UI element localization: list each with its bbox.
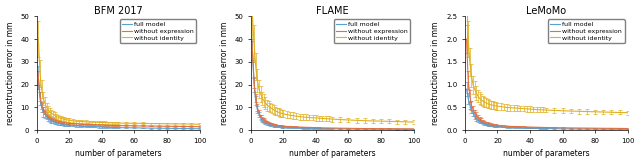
X-axis label: number of parameters: number of parameters (289, 149, 376, 158)
Legend: full model, without expression, without identity: full model, without expression, without … (548, 20, 625, 43)
Y-axis label: reconstruction error in mm: reconstruction error in mm (6, 22, 15, 125)
Y-axis label: reconstruction error in mm: reconstruction error in mm (220, 22, 228, 125)
Title: FLAME: FLAME (316, 6, 349, 16)
Title: BFM 2017: BFM 2017 (94, 6, 143, 16)
Legend: full model, without expression, without identity: full model, without expression, without … (334, 20, 410, 43)
Title: LeMoMo: LeMoMo (526, 6, 566, 16)
X-axis label: number of parameters: number of parameters (75, 149, 161, 158)
X-axis label: number of parameters: number of parameters (503, 149, 589, 158)
Legend: full model, without expression, without identity: full model, without expression, without … (120, 20, 196, 43)
Y-axis label: reconstruction error in mm: reconstruction error in mm (431, 22, 440, 125)
